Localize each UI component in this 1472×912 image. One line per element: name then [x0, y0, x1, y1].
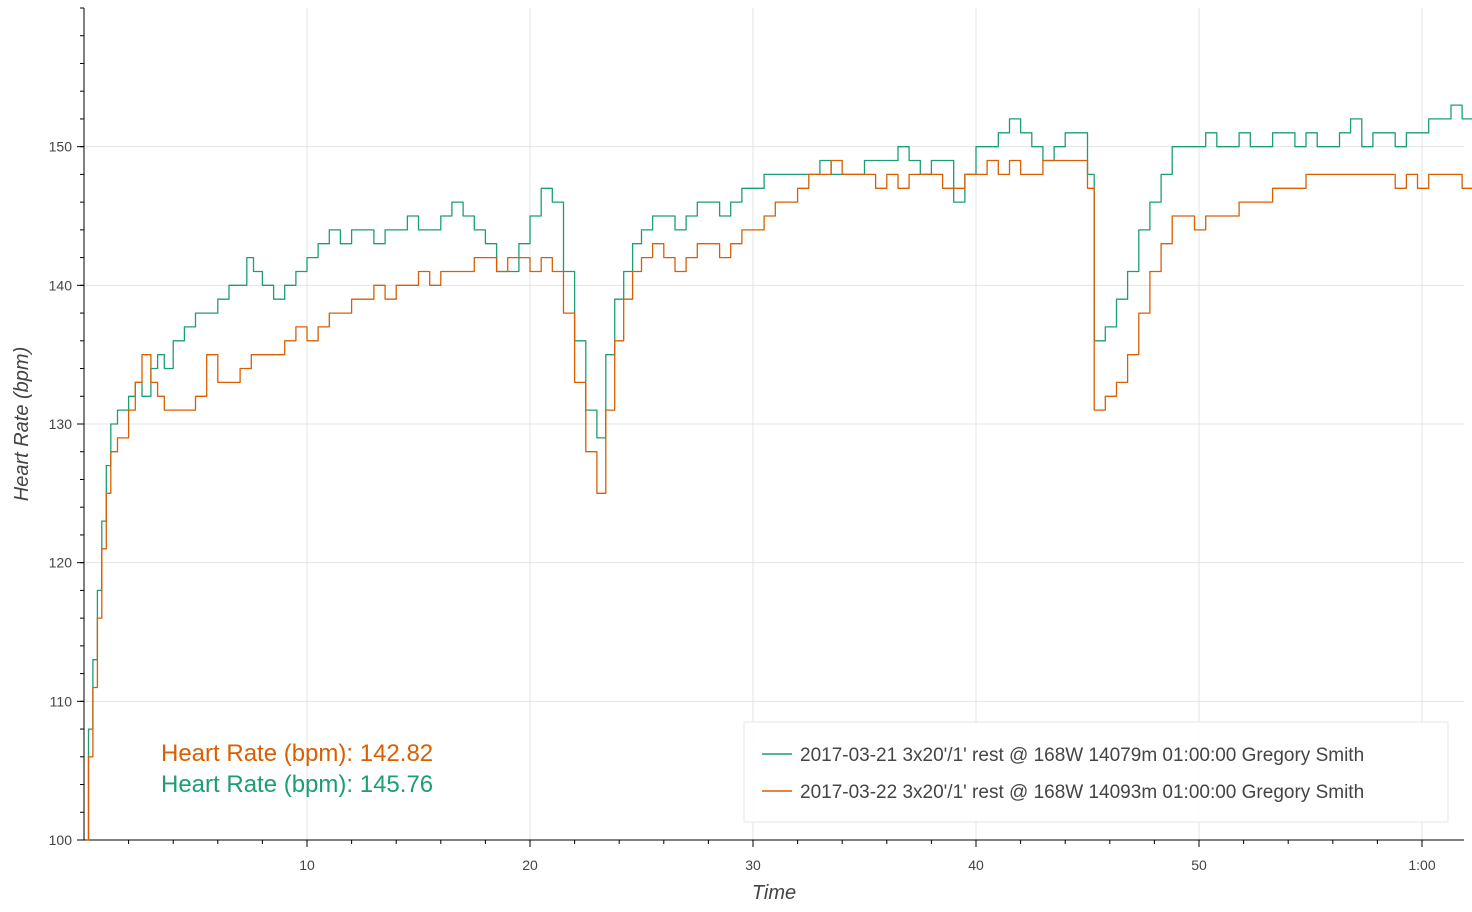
y-tick-label: 140	[49, 277, 73, 293]
series-lines	[86, 104, 1472, 841]
x-tick-label: 30	[745, 857, 761, 873]
y-tick-label: 100	[49, 832, 73, 848]
y-axis-title: Heart Rate (bpm)	[11, 347, 33, 502]
y-tick-label: 120	[49, 555, 73, 571]
x-tick-label: 40	[968, 857, 984, 873]
series-line-2	[86, 159, 1472, 841]
summary-annotation: Heart Rate (bpm): 142.82	[161, 740, 433, 767]
summary-annotation: Heart Rate (bpm): 145.76	[161, 771, 433, 798]
y-tick-label: 130	[49, 416, 73, 432]
legend-label: 2017-03-21 3x20'/1' rest @ 168W 14079m 0…	[800, 745, 1364, 766]
series-line-1	[86, 104, 1472, 841]
legend-label: 2017-03-22 3x20'/1' rest @ 168W 14093m 0…	[800, 782, 1364, 803]
x-tick-label: 1:00	[1408, 857, 1435, 873]
x-tick-label: 50	[1191, 857, 1207, 873]
legend: 2017-03-21 3x20'/1' rest @ 168W 14079m 0…	[743, 721, 1449, 823]
grid-lines	[84, 8, 1464, 841]
summary-annotations: Heart Rate (bpm): 142.82 Heart Rate (bpm)…	[161, 740, 433, 798]
x-tick-label: 10	[299, 857, 315, 873]
x-tick-label: 20	[522, 857, 538, 873]
x-axis-title: Time	[752, 882, 796, 904]
axes: 100 110 120 130 140 150 10 20 30 40 50 1:00	[49, 7, 1464, 873]
y-tick-label: 150	[49, 139, 73, 155]
legend-box	[743, 721, 1449, 823]
y-tick-label: 110	[50, 693, 73, 709]
